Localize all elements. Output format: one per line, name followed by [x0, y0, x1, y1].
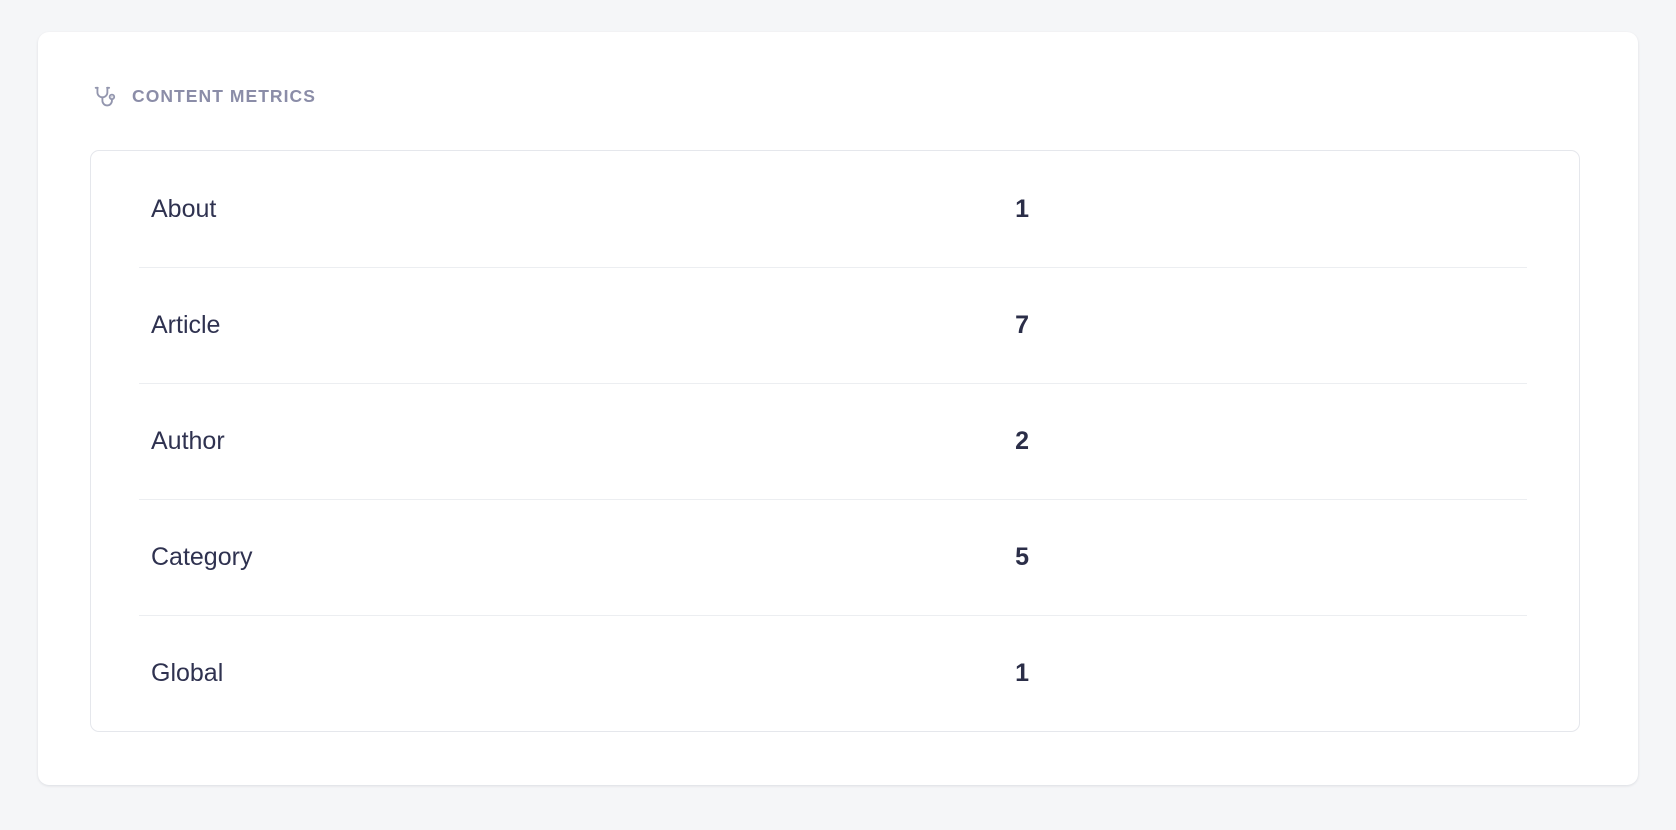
table-row[interactable]: Global 1	[91, 615, 1579, 731]
section-title: CONTENT METRICS	[132, 86, 316, 107]
metric-label: About	[151, 194, 217, 223]
metric-value: 5	[1015, 542, 1029, 571]
metric-value: 1	[1015, 658, 1029, 687]
table-row[interactable]: About 1	[91, 151, 1579, 267]
content-metrics-card: CONTENT METRICS About 1 Article 7 Author…	[38, 32, 1638, 785]
table-row[interactable]: Article 7	[91, 267, 1579, 383]
section-header: CONTENT METRICS	[92, 82, 316, 112]
stethoscope-icon	[92, 84, 118, 110]
metric-label: Category	[151, 542, 253, 571]
metric-label: Global	[151, 658, 224, 687]
content-metrics-panel[interactable]: About 1 Article 7 Author 2 Category 5 Gl…	[90, 150, 1580, 732]
metrics-list: About 1 Article 7 Author 2 Category 5 Gl…	[91, 151, 1579, 731]
metric-label: Article	[151, 310, 221, 339]
metric-value: 7	[1015, 310, 1029, 339]
table-row[interactable]: Category 5	[91, 499, 1579, 615]
metric-value: 2	[1015, 426, 1029, 455]
table-row[interactable]: Author 2	[91, 383, 1579, 499]
metric-value: 1	[1015, 194, 1029, 223]
metric-label: Author	[151, 426, 225, 455]
